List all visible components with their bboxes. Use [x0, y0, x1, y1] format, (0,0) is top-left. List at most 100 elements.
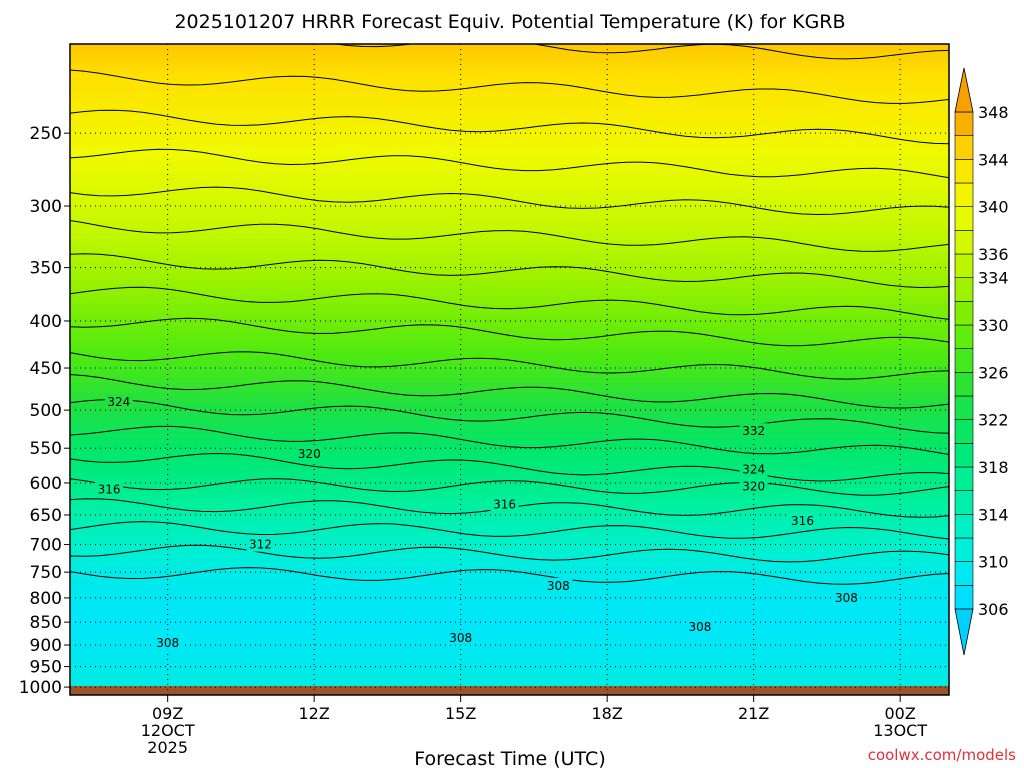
theta-band	[70, 119, 949, 123]
theta-band	[70, 665, 949, 669]
theta-band	[70, 323, 949, 327]
theta-band	[70, 239, 949, 243]
theta-band	[70, 668, 949, 672]
theta-band	[70, 203, 949, 207]
theta-band	[70, 572, 949, 576]
theta-band	[70, 467, 949, 471]
theta-band	[70, 227, 949, 231]
contour-label-text: 324	[742, 462, 765, 476]
contour-label-bg	[739, 423, 768, 439]
colorbar-segment	[954, 443, 974, 468]
theta-band	[70, 143, 949, 147]
theta-band	[70, 350, 949, 354]
credit-text: coolwx.com/models	[868, 746, 1016, 764]
theta-band	[70, 314, 949, 318]
theta-band	[70, 140, 949, 144]
theta-band	[70, 86, 949, 90]
contour-line	[70, 351, 949, 380]
y-tick-label: 550	[30, 439, 62, 459]
contour-label-text: 308	[156, 636, 179, 650]
theta-band	[70, 536, 949, 540]
chart-title: 2025101207 HRRR Forecast Equiv. Potentia…	[174, 11, 845, 33]
theta-band	[70, 275, 949, 279]
theta-band	[70, 635, 949, 639]
colorbar-label: 306	[978, 600, 1009, 619]
x-tick-label: 15Z	[445, 704, 476, 723]
colorbar-label: 340	[978, 198, 1009, 217]
contour-line	[70, 253, 949, 289]
colorbar-label: 334	[978, 269, 1009, 288]
theta-band	[70, 113, 949, 117]
contour-label: 316	[95, 481, 124, 497]
theta-band	[70, 305, 949, 309]
contour-label-bg	[95, 481, 124, 497]
theta-band	[70, 131, 949, 135]
colorbar-label: 344	[978, 150, 1009, 169]
contour-label: 308	[832, 589, 861, 605]
contour-label-bg	[544, 577, 573, 593]
theta-band	[70, 599, 949, 603]
theta-band	[70, 494, 949, 498]
contour-line	[70, 521, 949, 540]
theta-band	[70, 671, 949, 675]
contour-label-bg	[490, 496, 519, 512]
theta-band	[70, 338, 949, 342]
theta-band	[70, 521, 949, 525]
contour-label-text: 308	[835, 591, 858, 605]
x-tick-label: 18Z	[592, 704, 623, 723]
theta-band	[70, 329, 949, 333]
colorbar-segment	[954, 277, 974, 302]
colorbar-label: 322	[978, 411, 1009, 430]
theta-band	[70, 551, 949, 555]
theta-band	[70, 215, 949, 219]
y-tick-label: 700	[30, 536, 62, 556]
theta-band	[70, 347, 949, 351]
contour-line	[70, 186, 949, 216]
theta-band	[70, 290, 949, 294]
theta-band	[70, 392, 949, 396]
theta-band	[70, 200, 949, 204]
theta-band	[70, 566, 949, 570]
y-tick-label: 300	[30, 197, 62, 217]
theta-band	[70, 284, 949, 288]
theta-band	[70, 602, 949, 606]
contour-label-text: 316	[791, 514, 814, 528]
theta-band	[70, 92, 949, 96]
theta-band	[70, 236, 949, 240]
theta-band	[70, 620, 949, 624]
contour-line	[70, 452, 949, 482]
theta-band	[70, 287, 949, 291]
theta-band	[70, 242, 949, 246]
theta-band	[70, 437, 949, 441]
contour-lines	[70, 44, 949, 585]
contour-line	[70, 220, 949, 252]
theta-band	[70, 104, 949, 108]
theta-band	[70, 476, 949, 480]
theta-band	[70, 134, 949, 138]
theta-band	[70, 542, 949, 546]
x-axis-title: Forecast Time (UTC)	[414, 748, 605, 768]
theta-band	[70, 47, 949, 51]
y-tick-label: 950	[30, 658, 62, 678]
theta-band	[70, 515, 949, 519]
theta-band	[70, 524, 949, 528]
theta-band	[70, 608, 949, 612]
theta-band	[70, 422, 949, 426]
theta-band	[70, 77, 949, 81]
theta-band	[70, 428, 949, 432]
theta-band	[70, 44, 949, 48]
colorbar-extend-max	[954, 67, 974, 113]
theta-band	[70, 362, 949, 366]
theta-band	[70, 371, 949, 375]
theta-band	[70, 458, 949, 462]
theta-band	[70, 482, 949, 486]
theta-band	[70, 593, 949, 597]
contour-label-text: 308	[449, 631, 472, 645]
contour-label: 324	[739, 461, 768, 477]
theta-band	[70, 491, 949, 495]
y-tick-label: 1000	[19, 678, 62, 698]
contour-label-bg	[739, 478, 768, 494]
theta-band	[70, 251, 949, 255]
theta-band	[70, 356, 949, 360]
